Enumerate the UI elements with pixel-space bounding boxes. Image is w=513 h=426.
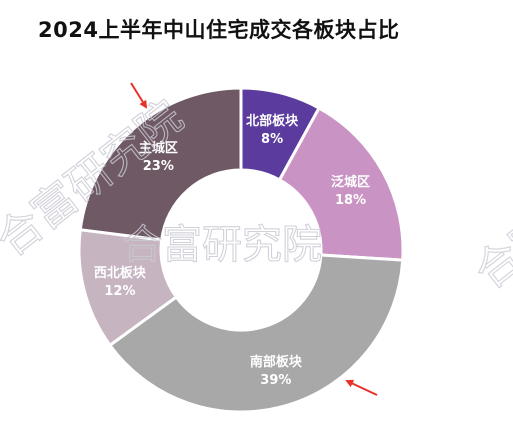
arrow-annotation-main-city [130,82,148,109]
slice-category-label: 主城区 [139,140,178,156]
watermark-center: 合富研究院 [122,222,322,268]
chart-title: 2024上半年中山住宅成交各板块占比 [38,18,400,42]
slice-category-label: 泛城区 [331,174,370,190]
slice-category-label: 北部板块 [246,113,299,129]
slice-percent-label: 12% [104,284,135,299]
donut-slice-4 [78,86,243,242]
slice-category-label: 南部板块 [250,354,303,370]
labels-group: 北部板块 8% 泛城区 18% 南部板块 39% 西北板块 12% 主城区 23% [94,113,370,388]
slice-percent-label: 23% [143,159,174,174]
slice-percent-label: 18% [335,193,366,208]
arrow-annotation-south [345,379,378,396]
slices-group [77,86,405,414]
slice-category-label: 西北板块 [94,265,147,281]
donut-slice-2 [107,253,405,414]
slice-percent-label: 39% [260,373,291,388]
watermark-right: 合富研究院 [465,123,513,299]
donut-slice-1 [277,106,405,262]
slice-percent-label: 8% [261,132,283,147]
